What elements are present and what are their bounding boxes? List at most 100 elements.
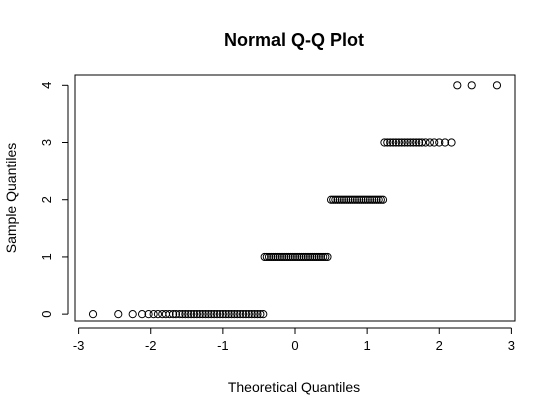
data-point	[421, 138, 430, 147]
data-point	[210, 310, 219, 319]
data-point	[195, 310, 204, 319]
data-point	[346, 195, 355, 204]
data-point	[372, 195, 381, 204]
data-point	[440, 138, 450, 147]
data-point	[363, 195, 372, 204]
data-point	[187, 310, 196, 319]
data-point	[326, 195, 336, 204]
data-point	[275, 252, 284, 262]
data-point	[280, 252, 289, 262]
data-point	[331, 195, 340, 204]
y-tick-label: 3	[39, 139, 54, 146]
data-point	[303, 252, 313, 262]
chart-title: Normal Q-Q Plot	[224, 30, 364, 50]
x-tick-label: -1	[217, 338, 229, 353]
data-point	[333, 195, 342, 204]
data-point	[238, 310, 248, 319]
data-point	[412, 138, 421, 147]
data-point	[297, 252, 306, 262]
data-point	[149, 310, 158, 319]
data-point	[376, 195, 385, 204]
data-point	[165, 310, 174, 319]
data-point	[171, 310, 181, 319]
data-point	[339, 195, 349, 204]
data-point	[288, 252, 297, 262]
data-point	[181, 310, 190, 319]
data-point	[264, 252, 274, 262]
data-point	[348, 195, 357, 204]
data-point	[352, 195, 362, 204]
data-point	[380, 138, 389, 147]
data-point	[383, 138, 392, 147]
data-point	[342, 195, 351, 204]
data-point	[175, 310, 184, 319]
data-point	[227, 310, 236, 319]
x-axis: -3 -2 -1 0 1 2 3	[73, 327, 515, 353]
data-point	[344, 195, 353, 204]
data-point	[409, 138, 418, 147]
data-point	[386, 138, 395, 147]
data-point	[319, 252, 328, 262]
data-point	[273, 252, 282, 262]
data-point	[224, 310, 233, 319]
data-point	[218, 310, 227, 319]
data-point	[230, 310, 239, 319]
data-point	[201, 310, 210, 319]
data-point	[293, 252, 302, 262]
data-point	[323, 252, 332, 262]
data-point	[299, 252, 308, 262]
data-point	[391, 138, 401, 147]
data-point	[277, 252, 287, 262]
y-tick-label: 0	[39, 311, 54, 318]
data-point	[260, 252, 269, 262]
data-point	[168, 310, 178, 319]
data-point	[397, 138, 406, 147]
data-point	[267, 252, 276, 262]
data-point	[301, 252, 310, 262]
data-point	[370, 195, 379, 204]
data-point	[244, 310, 253, 319]
data-point	[492, 81, 502, 90]
data-point	[250, 310, 259, 319]
y-tick-label: 1	[39, 253, 54, 260]
data-point	[88, 310, 98, 319]
data-point	[236, 310, 245, 319]
data-points	[88, 81, 502, 319]
data-point	[321, 252, 330, 262]
data-point	[271, 252, 280, 262]
data-point	[221, 310, 230, 319]
data-point	[357, 195, 366, 204]
data-point	[314, 252, 323, 262]
data-point	[414, 138, 424, 147]
data-point	[259, 310, 268, 319]
data-point	[308, 252, 317, 262]
data-point	[453, 81, 462, 90]
data-point	[207, 310, 216, 319]
data-point	[378, 195, 388, 204]
data-point	[355, 195, 364, 204]
data-point	[350, 195, 359, 204]
data-point	[430, 138, 439, 147]
data-point	[417, 138, 427, 147]
y-axis: 0 1 2 3 4	[39, 82, 69, 318]
data-point	[310, 252, 319, 262]
data-point	[284, 252, 293, 262]
plot-area-frame	[74, 74, 516, 322]
data-point	[406, 138, 415, 147]
data-point	[189, 310, 199, 319]
data-point	[178, 310, 187, 319]
x-tick-label: 1	[364, 338, 371, 353]
data-point	[368, 195, 377, 204]
x-axis-label: Theoretical Quantiles	[228, 379, 360, 395]
data-point	[212, 310, 222, 319]
data-point	[467, 81, 476, 90]
data-point	[295, 252, 304, 262]
data-point	[374, 195, 383, 204]
data-point	[192, 310, 202, 319]
data-point	[394, 138, 403, 147]
data-point	[241, 310, 251, 319]
data-point	[204, 310, 213, 319]
data-point	[329, 195, 338, 204]
x-tick-label: 2	[436, 338, 443, 353]
data-point	[365, 195, 375, 204]
